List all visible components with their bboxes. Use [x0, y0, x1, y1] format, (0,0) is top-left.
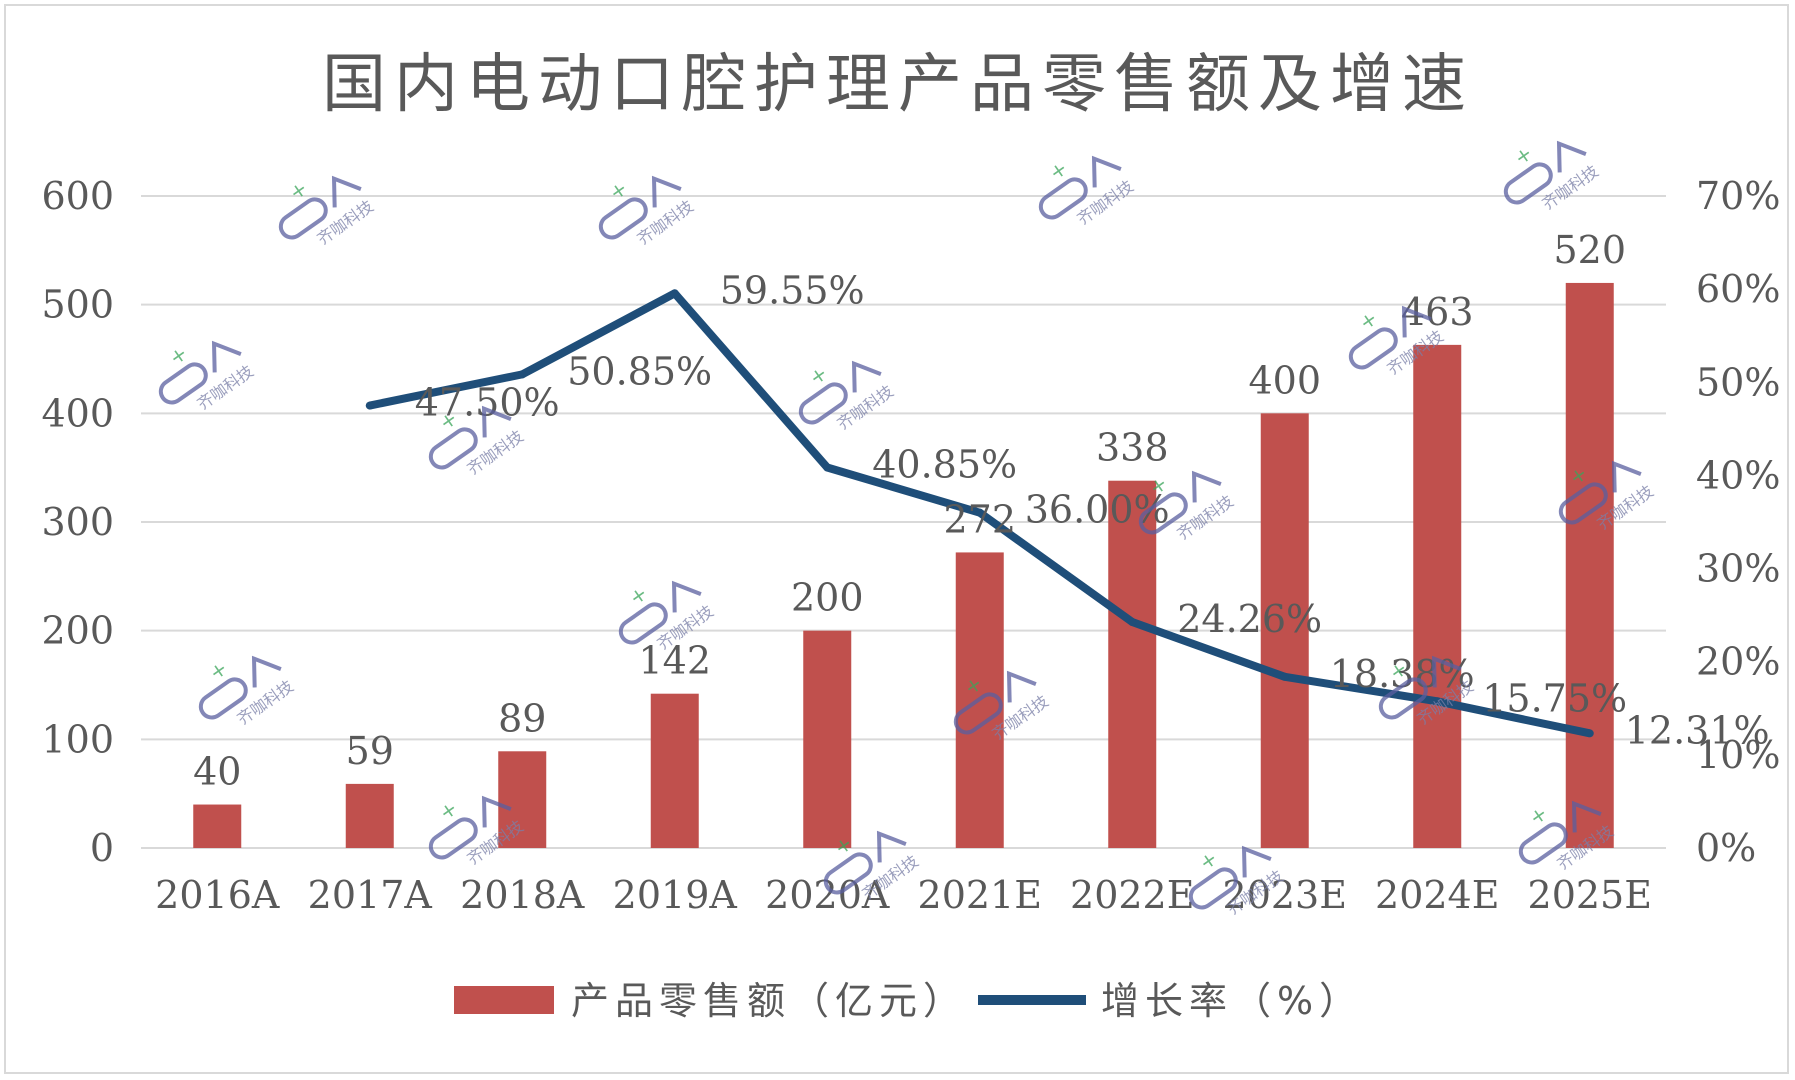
x-tick-label: 2025E	[1528, 873, 1652, 917]
bar-value-label: 59	[346, 729, 394, 773]
left-axis-ticks: 0 100 200 300 400 500 600	[41, 174, 114, 870]
bar-value-label: 142	[638, 639, 711, 683]
line-point	[365, 401, 374, 410]
line-value-label: 40.85%	[872, 443, 1017, 487]
line-value-label: 47.50%	[415, 381, 560, 425]
left-tick-label: 400	[41, 391, 114, 435]
left-tick-label: 200	[41, 609, 114, 653]
watermark-logo: +齐咖科技	[1038, 156, 1137, 229]
x-tick-label: 2024E	[1375, 873, 1499, 917]
line-value-label: 18.38%	[1330, 652, 1475, 696]
x-tick-label: 2016A	[155, 873, 280, 917]
x-axis-ticks: 2016A 2017A 2018A 2019A 2020A 2021E 2022E 2023E…	[155, 873, 1652, 917]
bar-value-label: 272	[943, 497, 1016, 541]
bar	[803, 630, 852, 848]
bar-series	[193, 282, 1614, 848]
watermark-logo: +齐咖科技	[1503, 141, 1602, 214]
bar	[1260, 413, 1309, 848]
right-tick-label: 20%	[1696, 640, 1780, 684]
left-tick-label: 600	[41, 174, 114, 218]
right-tick-label: 30%	[1696, 547, 1780, 591]
watermark-logo: +齐咖科技	[598, 176, 697, 249]
watermark-logo: +齐咖科技	[158, 341, 257, 414]
left-tick-label: 300	[41, 500, 114, 544]
bar-value-label: 338	[1096, 426, 1169, 470]
bar-value-label: 89	[498, 696, 546, 740]
left-tick-label: 500	[41, 283, 114, 327]
x-tick-label: 2022E	[1070, 873, 1194, 917]
bar	[1413, 344, 1462, 848]
bar	[193, 804, 242, 848]
right-tick-label: 50%	[1696, 360, 1780, 404]
bar-value-label: 520	[1553, 228, 1626, 272]
line-value-label: 59.55%	[720, 268, 865, 312]
line-point	[670, 289, 679, 298]
watermark-logo: +齐咖科技	[278, 176, 377, 249]
chart-title: 国内电动口腔护理产品零售额及增速	[322, 48, 1474, 122]
right-tick-label: 10%	[1696, 733, 1780, 777]
right-tick-label: 40%	[1696, 453, 1780, 497]
bar	[498, 751, 547, 848]
x-tick-label: 2023E	[1223, 873, 1347, 917]
right-tick-label: 70%	[1696, 174, 1780, 218]
legend-swatch-bar	[454, 986, 554, 1014]
line-point	[1280, 672, 1289, 681]
legend-label-line: 增长率（%）	[1101, 979, 1363, 1023]
x-tick-label: 2021E	[918, 873, 1042, 917]
bar-value-label: 40	[193, 750, 241, 794]
bar-value-label: 200	[791, 576, 864, 620]
right-axis-ticks: 0% 10% 20% 30% 40% 50% 60% 70%	[1696, 174, 1780, 870]
right-tick-label: 0%	[1696, 826, 1756, 870]
line-series	[365, 289, 1594, 738]
chart: 国内电动口腔护理产品零售额及增速 0 100 200 300 400 500 600 0% 1…	[41, 48, 1780, 1023]
x-tick-label: 2017A	[308, 873, 433, 917]
line-value-label: 12.31%	[1625, 708, 1770, 752]
watermark-logo: +齐咖科技	[198, 656, 297, 729]
line-point	[1433, 697, 1442, 706]
line-value-label: 24.26%	[1177, 597, 1322, 641]
bar-value-label: 400	[1248, 358, 1321, 402]
right-tick-label: 60%	[1696, 267, 1780, 311]
line-point	[975, 508, 984, 517]
line-point	[518, 370, 527, 379]
legend-label-bar: 产品零售额（亿元）	[571, 979, 967, 1023]
bar	[1108, 480, 1157, 848]
line-point	[1128, 618, 1137, 627]
line-value-label: 50.85%	[567, 349, 712, 393]
legend: 产品零售额（亿元） 增长率（%）	[454, 979, 1363, 1023]
line-point	[823, 463, 832, 472]
bar	[345, 783, 394, 848]
chart-frame: 国内电动口腔护理产品零售额及增速 0 100 200 300 400 500 600 0% 1…	[4, 4, 1789, 1074]
left-tick-label: 100	[41, 717, 114, 761]
x-tick-label: 2018A	[460, 873, 585, 917]
bar	[1565, 282, 1614, 848]
line-value-label: 15.75%	[1482, 676, 1627, 720]
line-value-label: 36.00%	[1025, 488, 1170, 532]
gridlines	[141, 195, 1666, 849]
left-tick-label: 0	[90, 826, 114, 870]
data-labels: 40 598914220027233840046352047.50%50.85%5…	[193, 228, 1770, 794]
bar	[650, 693, 699, 848]
x-tick-label: 2019A	[613, 873, 738, 917]
line-point	[1585, 729, 1594, 738]
